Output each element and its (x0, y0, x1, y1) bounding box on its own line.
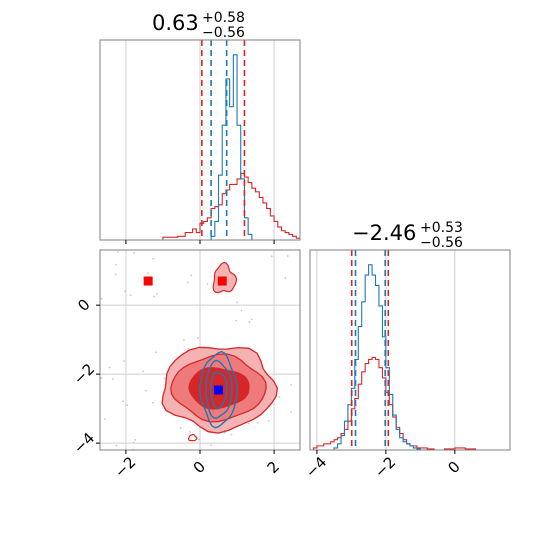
scatter-point (187, 347, 190, 350)
scatter-point (100, 297, 103, 300)
scatter-point (151, 401, 154, 404)
scatter-point (247, 422, 250, 425)
x-tick-label: −4 (302, 453, 330, 481)
scatter-point (197, 336, 199, 339)
scatter-point (133, 251, 135, 254)
scatter-point (284, 277, 287, 279)
scatter-point (206, 282, 209, 285)
contour-red-island-small (187, 434, 198, 442)
scatter-point (153, 295, 155, 298)
scatter-point (115, 263, 117, 266)
x-tick-label: 2 (264, 458, 283, 477)
scatter-point (267, 419, 270, 422)
scatter-point (123, 360, 126, 363)
scatter-point (257, 421, 260, 424)
scatter-point (286, 255, 289, 257)
scatter-point (189, 431, 191, 433)
title-top-sup: +0.58 (202, 10, 245, 26)
histogram-blue (310, 264, 510, 450)
scatter-point (186, 281, 189, 284)
scatter-point (142, 370, 144, 373)
scatter-point (115, 444, 118, 447)
scatter-point (223, 431, 226, 434)
x-tick-label: −2 (371, 453, 399, 481)
scatter-point (124, 290, 126, 293)
plot-frame (309, 249, 511, 451)
scatter-point (134, 439, 137, 441)
scatter-point (108, 366, 111, 369)
scatter-point (155, 351, 157, 354)
x-tick-label: 0 (444, 458, 463, 477)
title-right: −2.46 (352, 221, 416, 245)
plot-background (310, 250, 510, 450)
truth-marker-blue (214, 385, 224, 395)
contour-blue-middle (205, 359, 233, 419)
scatter-point (240, 309, 243, 312)
y-tick-label: −4 (70, 429, 98, 457)
scatter-point (132, 441, 135, 444)
y-tick-label: 0 (74, 295, 93, 314)
truth-marker-red (143, 276, 153, 286)
title-right-sup: +0.53 (420, 220, 463, 236)
scatter-point (126, 404, 129, 407)
scatter-point (163, 377, 166, 380)
title-top-sub: −0.56 (202, 25, 245, 41)
scatter-point (270, 255, 273, 258)
title-right-sub: −0.56 (420, 235, 463, 251)
scatter-point (290, 411, 293, 414)
histogram-red (125, 172, 300, 240)
scatter-point (152, 257, 155, 260)
scatter-point (290, 384, 292, 386)
contour-area (100, 250, 300, 450)
scatter-point (111, 377, 114, 380)
scatter-point (230, 433, 233, 436)
contour-panel: −2 0 2 −4 −2 0 (70, 249, 301, 481)
scatter-point (179, 427, 182, 430)
x-tick-label: 0 (190, 458, 209, 477)
scatter-point (100, 377, 103, 379)
contour-blue-inner (209, 371, 228, 410)
scatter-point (155, 292, 158, 295)
scatter-point (182, 339, 185, 341)
histogram-panel-top (99, 39, 301, 244)
scatter-point (145, 389, 147, 392)
scatter-point (278, 396, 281, 399)
x-tick-label: −2 (111, 453, 139, 481)
scatter-point (116, 250, 119, 253)
scatter-point (235, 319, 238, 322)
scatter-point (129, 294, 132, 297)
scatter-point (103, 418, 106, 421)
scatter-point (236, 301, 239, 304)
scatter-point (248, 321, 251, 323)
scatter-point (210, 444, 212, 447)
y-tick-label: −2 (70, 360, 98, 388)
scatter-point (146, 272, 149, 275)
scatter-point (122, 400, 124, 403)
title-top: 0.63 (152, 11, 199, 35)
histogram-panel-right: −4 −2 0 (302, 249, 511, 481)
truth-marker-red (217, 276, 227, 286)
scatter-point (190, 274, 193, 277)
contour-blue-outer (199, 350, 239, 429)
scatter-point (197, 438, 200, 441)
scatter-point (250, 318, 253, 321)
scatter-point (114, 273, 117, 276)
